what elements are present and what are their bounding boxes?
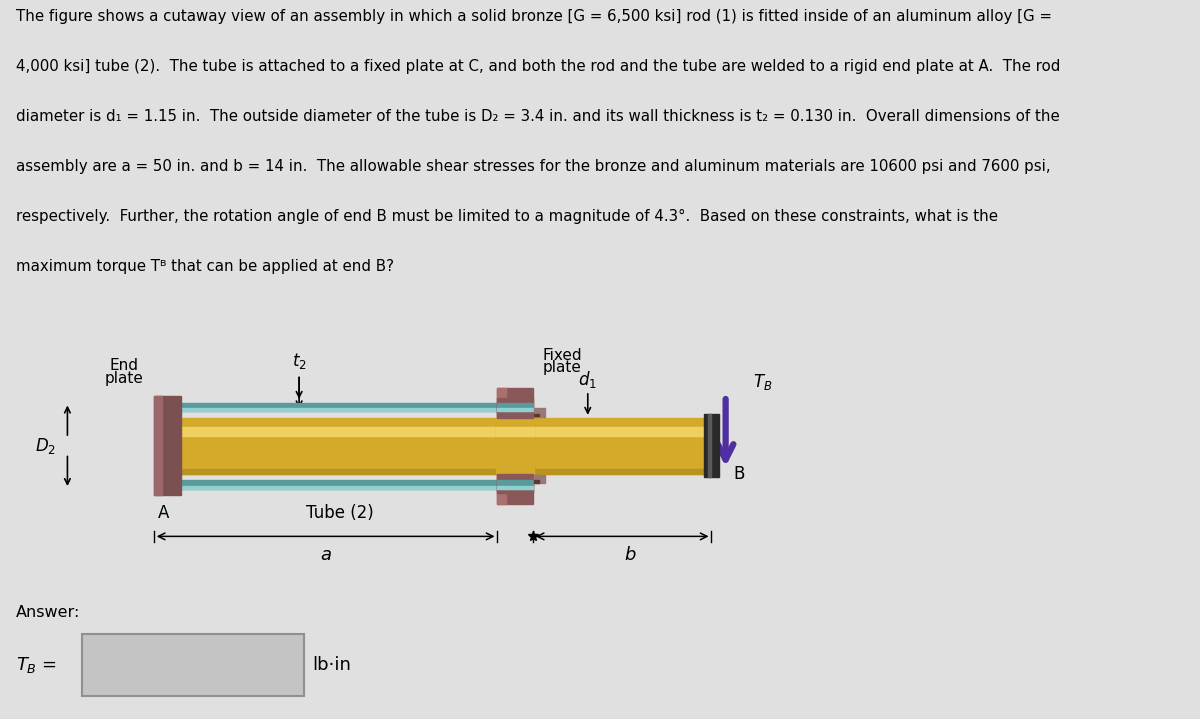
Bar [181,427,712,436]
Text: $d_1$: $d_1$ [578,369,598,390]
Text: lb·in: lb·in [312,656,350,674]
Text: $b$: $b$ [624,546,636,564]
Bar [704,414,719,477]
Text: diameter is d₁ = 1.15 in.  The outside diameter of the tube is D₂ = 3.4 in. and : diameter is d₁ = 1.15 in. The outside di… [16,109,1060,124]
Bar [498,403,533,411]
Bar [181,403,498,411]
Bar [82,633,304,696]
Bar [496,418,534,474]
Text: $a$: $a$ [319,546,331,564]
Bar [498,480,533,489]
Text: 4,000 ksi] tube (2).  The tube is attached to a fixed plate at C, and both the r: 4,000 ksi] tube (2). The tube is attache… [16,60,1060,75]
Text: $T_B$: $T_B$ [754,372,773,392]
Bar [534,480,539,483]
Text: assembly are a = 50 in. and b = 14 in.  The allowable shear stresses for the bro: assembly are a = 50 in. and b = 14 in. T… [16,160,1050,175]
Text: $T_B$ =: $T_B$ = [16,654,56,674]
Text: Answer:: Answer: [16,605,80,620]
Text: Fixed: Fixed [542,347,582,362]
Text: The figure shows a cutaway view of an assembly in which a solid bronze [G = 6,50: The figure shows a cutaway view of an as… [16,9,1051,24]
Bar [181,480,498,489]
Bar [181,408,498,411]
Bar [181,469,712,474]
Text: End: End [110,358,139,373]
Bar [498,486,533,489]
Text: maximum torque Tᴮ that can be applied at end B?: maximum torque Tᴮ that can be applied at… [16,260,394,275]
Bar [534,413,539,416]
Text: $t_2$: $t_2$ [292,351,306,371]
Text: Rod (1): Rod (1) [332,434,394,453]
Bar [498,408,533,411]
Bar [498,474,533,493]
Bar [498,388,506,504]
Bar [496,427,534,436]
Text: plate: plate [104,371,144,386]
Bar [498,388,533,504]
Text: A: A [157,504,169,522]
Text: $D_2$: $D_2$ [35,436,55,456]
Bar [708,414,712,477]
Bar [498,398,533,418]
Text: Tube (2): Tube (2) [306,503,373,522]
Bar [181,486,498,489]
Text: respectively.  Further, the rotation angle of end B must be limited to a magnitu: respectively. Further, the rotation angl… [16,209,997,224]
Bar [181,418,712,474]
Text: B: B [733,464,745,483]
Text: C: C [503,468,515,486]
Bar [534,475,545,483]
Bar [154,396,181,495]
Bar [534,408,545,417]
Text: plate: plate [542,360,582,375]
Bar [154,396,162,495]
